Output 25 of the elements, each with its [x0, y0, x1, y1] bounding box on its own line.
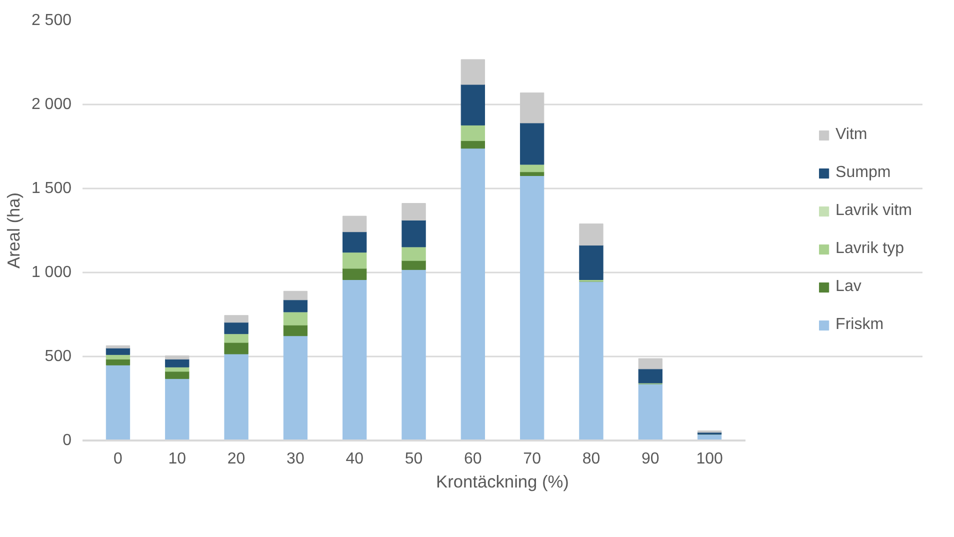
y-tick-label: 1 000 — [31, 264, 72, 281]
x-tick-label: 50 — [404, 450, 423, 468]
legend-label: Friskm — [836, 316, 884, 334]
x-tick-label: 20 — [227, 450, 246, 468]
legend-label: Lavrik vitm — [836, 202, 912, 220]
y-axis-title: Areal (ha) — [3, 192, 24, 269]
x-axis-title: Krontäckning (%) — [436, 472, 569, 492]
x-tick-label: 40 — [346, 450, 364, 468]
y-tick-label: 0 — [62, 432, 72, 449]
x-tick-label: 80 — [582, 450, 600, 468]
y-tick-label: 500 — [44, 348, 72, 365]
x-tick-label: 90 — [641, 450, 660, 468]
legend-label: Vitm — [836, 126, 868, 144]
x-tick-label: 100 — [696, 450, 723, 468]
x-tick-label: 60 — [464, 450, 482, 468]
x-tick-label: 70 — [523, 450, 542, 468]
x-tick-label: 0 — [114, 450, 123, 468]
x-tick-label: 10 — [168, 450, 186, 468]
y-tick-label: 2 500 — [31, 12, 72, 29]
legend-label: Lavrik typ — [836, 240, 904, 258]
legend-label: Sumpm — [836, 164, 891, 182]
legend-label: Lav — [836, 278, 862, 296]
y-tick-label: 2 000 — [31, 96, 72, 113]
y-tick-label: 1 500 — [31, 180, 72, 197]
x-tick-label: 30 — [286, 450, 304, 468]
